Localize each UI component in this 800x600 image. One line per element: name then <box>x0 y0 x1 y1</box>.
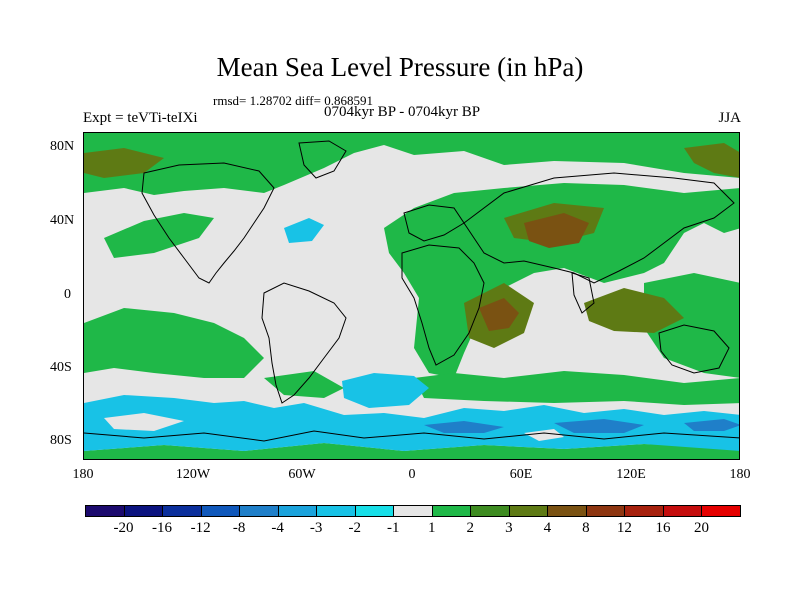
lat-tick-label: 0 <box>64 287 71 302</box>
lat-tick-label: 80S <box>50 433 72 448</box>
colorbar-swatch <box>354 505 395 517</box>
lon-tick-label: 120E <box>616 467 646 482</box>
colorbar-level-label: -4 <box>271 520 284 536</box>
colorbar-level-label: -3 <box>309 520 323 536</box>
colorbar-level-label: -1 <box>386 520 400 536</box>
colorbar-swatch <box>470 505 510 517</box>
colorbar-swatch <box>85 505 125 517</box>
colorbar-level-label: -8 <box>232 520 246 536</box>
colorbar-level-label: 3 <box>505 520 513 536</box>
colorbar-level-label: -20 <box>113 520 134 536</box>
lon-tick-label: 180 <box>729 467 751 482</box>
period-label: 0704kyr BP - 0704kyr BP <box>323 104 481 120</box>
strong-negative-streaks <box>424 419 739 433</box>
plot-title: Mean Sea Level Pressure (in hPa) <box>216 52 584 82</box>
colorbar-swatch <box>200 505 241 517</box>
colorbar-swatch <box>624 505 664 517</box>
strong-anomaly-regions <box>479 213 589 331</box>
colorbar-level-label: 16 <box>655 520 671 536</box>
colorbar <box>85 505 741 517</box>
colorbar-level-label: -2 <box>348 520 361 536</box>
negative-anomaly-regions <box>84 218 739 451</box>
neutral-patches <box>104 413 564 441</box>
pressure-difference-map <box>83 132 740 460</box>
map-canvas <box>84 133 739 459</box>
lon-tick-label: 180 <box>72 467 94 482</box>
season-label: JJA <box>718 110 741 126</box>
colorbar-swatch <box>123 505 164 517</box>
colorbar-level-label: 1 <box>428 520 436 536</box>
colorbar-swatch <box>277 505 318 517</box>
colorbar-swatch <box>547 505 587 517</box>
colorbar-swatch <box>239 505 279 517</box>
colorbar-swatch <box>316 505 356 517</box>
colorbar-swatch <box>662 505 703 517</box>
lon-tick-label: 120W <box>175 467 211 482</box>
colorbar-level-label: 2 <box>466 520 475 536</box>
colorbar-level-label: 4 <box>543 520 552 536</box>
coastlines <box>84 140 739 442</box>
colorbar-swatch <box>393 505 433 517</box>
colorbar-level-label: -12 <box>190 520 211 536</box>
colorbar-swatch <box>701 505 741 517</box>
colorbar-level-label: 8 <box>582 520 590 536</box>
lon-tick-label: 60E <box>509 467 533 482</box>
colorbar-level-label: 12 <box>616 520 632 536</box>
colorbar-swatch <box>585 505 626 517</box>
colorbar-swatch <box>162 505 202 517</box>
lat-tick-label: 40S <box>50 360 72 375</box>
colorbar-level-label: -16 <box>152 520 173 536</box>
lon-tick-label: 0 <box>408 467 416 482</box>
colorbar-swatch <box>508 505 549 517</box>
lat-tick-label: 80N <box>50 139 75 154</box>
rmsd-diff-stats: rmsd= 1.28702 diff= 0.868591 <box>213 93 373 108</box>
experiment-label: Expt = teVTi-teIXi <box>83 110 198 126</box>
colorbar-swatch <box>431 505 472 517</box>
lon-tick-label: 60W <box>288 467 316 482</box>
colorbar-level-label: 20 <box>693 520 709 536</box>
lat-tick-label: 40N <box>50 213 75 228</box>
